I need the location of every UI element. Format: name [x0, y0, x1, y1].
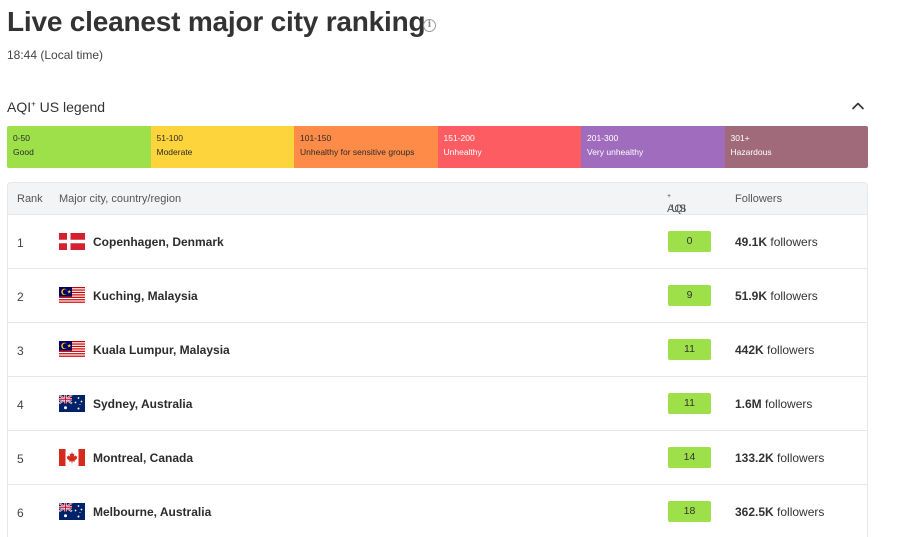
rank-cell: 3 — [17, 344, 24, 358]
legend-segment-unhealthy-sensitive[interactable]: 101-150 Unhealthy for sensitive groups — [294, 126, 438, 168]
rank-cell: 2 — [17, 290, 24, 304]
legend-segment-moderate[interactable]: 51-100 Moderate — [150, 126, 294, 168]
table-row[interactable]: 6 Melbourne, Australia 18 362.5K followe… — [8, 484, 867, 537]
legend-label: Unhealthy for sensitive groups — [300, 147, 415, 157]
legend-segment-very-unhealthy[interactable]: 201-300 Very unhealthy — [581, 126, 725, 168]
header-aqi-sup: + — [667, 193, 672, 200]
rank-cell: 6 — [17, 506, 24, 520]
legend-label: Good — [13, 147, 34, 157]
followers-count: 49.1K followers — [735, 235, 818, 249]
followers-count: 51.9K followers — [735, 289, 818, 303]
malaysia-flag-icon — [59, 341, 85, 358]
denmark-flag-icon — [59, 233, 85, 250]
followers-word: followers — [765, 397, 813, 411]
table-header: Rank Major city, country/region AQI + US … — [8, 183, 867, 215]
aqi-badge: 14 — [668, 447, 711, 468]
legend-range: 201-300 — [587, 133, 619, 143]
city-name[interactable]: Kuala Lumpur, Malaysia — [93, 343, 230, 357]
canada-flag-icon — [59, 449, 85, 466]
followers-count: 133.2K followers — [735, 451, 824, 465]
header-aqi-text: AQI — [667, 203, 686, 215]
followers-word: followers — [767, 343, 815, 357]
legend-title-aqi: AQI — [7, 99, 32, 115]
rank-cell: 4 — [17, 398, 24, 412]
header-aqi: AQI + US — [667, 193, 686, 215]
table-row[interactable]: 2 Kuching, Malaysia 9 51.9K followers — [8, 268, 867, 322]
followers-word: followers — [777, 451, 825, 465]
chevron-up-icon[interactable] — [850, 98, 866, 114]
aqi-badge: 11 — [668, 339, 711, 360]
legend-title-sup: + — [31, 99, 36, 109]
local-time: 18:44 (Local time) — [7, 48, 104, 62]
header-rank: Rank — [17, 193, 43, 205]
city-name[interactable]: Sydney, Australia — [93, 397, 193, 411]
aqi-badge: 9 — [668, 285, 711, 306]
legend-label: Hazardous — [730, 147, 772, 157]
aqi-legend-bar: 0-50 Good 51-100 Moderate 101-150 Unhealthy… — [7, 126, 868, 168]
page-title: Live cleanest major city ranking — [7, 6, 426, 37]
legend-segment-hazardous[interactable]: 301+ Hazardous — [724, 126, 868, 168]
australia-flag-icon — [58, 502, 85, 520]
city-name[interactable]: Kuching, Malaysia — [93, 289, 198, 303]
table-row[interactable]: 4 Sydney, Australia 11 1.6M followers — [8, 376, 867, 430]
followers-number: 1.6M — [735, 397, 762, 411]
followers-word: followers — [770, 235, 818, 249]
header-followers: Followers — [735, 193, 783, 205]
legend-range: 51-100 — [156, 133, 183, 143]
table-row[interactable]: 5 Montreal, Canada 14 133.2K followers — [8, 430, 867, 484]
legend-range: 101-150 — [300, 133, 332, 143]
aqi-badge: 18 — [668, 501, 711, 522]
aqi-badge: 11 — [668, 393, 711, 414]
table-row[interactable]: 3 Kuala Lumpur, Malaysia 11 442K followe… — [8, 322, 867, 376]
legend-range: 0-50 — [13, 133, 31, 143]
malaysia-flag-icon — [59, 287, 85, 304]
city-name[interactable]: Melbourne, Australia — [93, 505, 212, 519]
header-aqi-suffix: US — [671, 203, 687, 215]
followers-count: 442K followers — [735, 343, 814, 357]
legend-label: Very unhealthy — [587, 147, 644, 157]
header-city: Major city, country/region — [59, 193, 182, 205]
australia-flag-icon — [58, 394, 85, 412]
followers-number: 362.5K — [735, 505, 774, 519]
followers-count: 1.6M followers — [735, 397, 812, 411]
legend-range: 151-200 — [443, 133, 475, 143]
legend-range: 301+ — [730, 133, 750, 143]
table-row[interactable]: 1 Copenhagen, Denmark 0 49.1K followers — [8, 214, 867, 268]
city-name[interactable]: Copenhagen, Denmark — [93, 235, 224, 249]
legend-title: AQI+ US legend — [7, 99, 105, 115]
followers-number: 51.9K — [735, 289, 768, 303]
followers-number: 442K — [735, 343, 764, 357]
ranking-table: Rank Major city, country/region AQI + US … — [7, 182, 868, 537]
legend-title-suffix: US legend — [35, 99, 106, 115]
followers-number: 49.1K — [735, 235, 768, 249]
city-name[interactable]: Montreal, Canada — [93, 451, 194, 465]
aqi-badge: 0 — [668, 231, 711, 252]
legend-segment-good[interactable]: 0-50 Good — [7, 126, 151, 168]
legend-segment-unhealthy[interactable]: 151-200 Unhealthy — [437, 126, 581, 168]
legend-label: Unhealthy — [443, 147, 482, 157]
rank-cell: 1 — [17, 236, 24, 250]
followers-word: followers — [777, 505, 825, 519]
rank-cell: 5 — [17, 452, 24, 466]
legend-label: Moderate — [156, 147, 193, 157]
followers-count: 362.5K followers — [735, 505, 824, 519]
followers-number: 133.2K — [735, 451, 774, 465]
followers-word: followers — [770, 289, 818, 303]
info-icon[interactable]: i — [423, 19, 436, 32]
